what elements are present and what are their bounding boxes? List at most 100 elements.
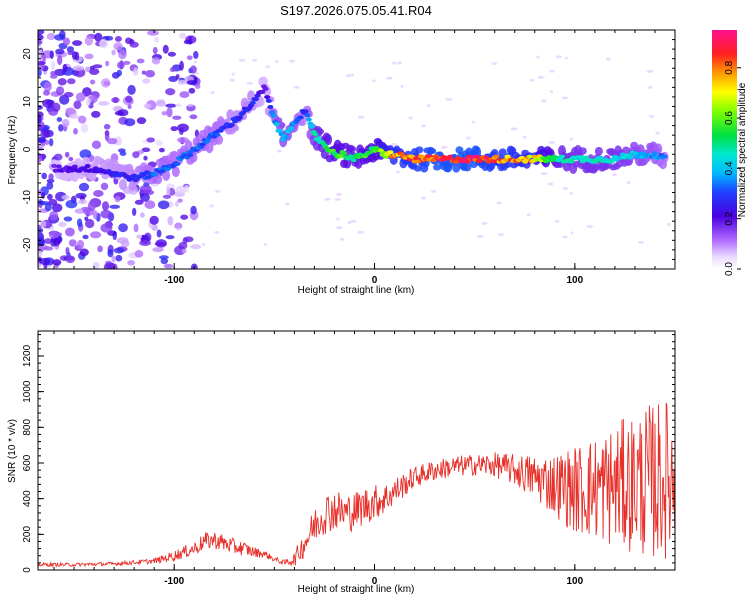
snr-x-tick-label: 0: [372, 576, 378, 587]
spectrogram-ridge-blob: [474, 154, 481, 159]
colorbar-ticks: 0.0 0.2 0.4 0.6 0.8: [724, 60, 741, 276]
spectrogram-noise-blob: [172, 115, 182, 120]
spectrogram-noise-blob: [84, 36, 93, 46]
spectrogram-noise-blob: [69, 113, 80, 120]
colorbar-tick-label: 0.0: [724, 262, 735, 276]
spectrogram-noise-blob: [82, 234, 89, 240]
spectrogram-noise-blob: [169, 67, 176, 73]
spectrogram-noise-blob: [471, 120, 476, 124]
spectrogram-halo-blob: [415, 146, 424, 154]
spectrogram-noise-blob: [562, 235, 568, 239]
spectrogram-noise-blob: [195, 84, 201, 89]
spectrogram-noise-blob: [334, 197, 342, 201]
spectrogram-noise-blob: [59, 30, 66, 40]
spectrogram-noise-blob: [285, 202, 290, 206]
spectrogram-noise-blob: [38, 249, 43, 257]
spectrogram-noise-blob: [80, 123, 89, 133]
spectrogram-noise-blob: [165, 235, 175, 240]
spectrogram-halo-blob: [348, 145, 357, 153]
spectrogram-noise-blob: [391, 142, 398, 146]
spectrogram-noise-blob: [166, 186, 171, 197]
spectrogram-noise-blob: [496, 201, 502, 205]
spectrogram-ridge-blob: [315, 136, 322, 141]
spectrogram-noise-blob: [157, 200, 170, 210]
spectrogram-noise-blob: [78, 182, 90, 192]
spectrogram-noise-blob: [77, 115, 87, 124]
spectrogram-halo-blob: [70, 171, 79, 182]
spectrogram-noise-blob: [52, 259, 62, 266]
spectrogram-noise-blob: [93, 190, 104, 197]
spectrogram-ridge-blob: [174, 162, 181, 167]
spectrogram-noise-blob: [336, 226, 343, 230]
spectrogram-noise-blob: [646, 69, 654, 73]
spectrogram-noise-blob: [246, 81, 254, 85]
spectrogram-noise-blob: [40, 128, 51, 139]
spectrogram-noise-blob: [115, 254, 123, 262]
spectrogram-ridge-blob: [151, 172, 158, 177]
spectrogram-ridge-blob: [240, 110, 247, 115]
spectrogram-ridge-blob: [214, 132, 221, 137]
spectrogram-ridge-blob: [84, 164, 91, 169]
spectrogram-noise-blob: [46, 181, 54, 190]
spectrogram-noise-blob: [522, 135, 527, 139]
spectrogram-noise-blob: [76, 218, 83, 228]
spectrogram-noise-blob: [147, 30, 159, 36]
spectrogram-noise-blob: [84, 53, 94, 60]
spectrogram-noise-blob: [145, 69, 156, 78]
spectrogram-noise-blob: [193, 60, 198, 64]
spectrogram-noise-blob: [289, 59, 295, 63]
spectrogram-noise-blob: [105, 35, 114, 41]
spectrogram-noise-blob: [87, 200, 96, 211]
spectrogram-ridge-blob: [262, 86, 269, 91]
spectrogram-noise-blob: [168, 75, 178, 82]
spectrogram-ridge-blob: [302, 109, 309, 114]
spectrogram-halo-blob: [433, 164, 442, 171]
spectrogram-noise-blob: [38, 47, 42, 53]
spectrogram-ridge-blob: [387, 150, 394, 155]
spectrogram-noise-blob: [113, 42, 123, 51]
spectrogram-ridge-blob: [627, 154, 634, 159]
spectrogram-ridge-blob: [268, 110, 275, 115]
spectrogram-noise-blob: [65, 227, 75, 237]
spectrogram-noise-blob: [72, 65, 85, 71]
spectrogram-noise-blob: [215, 189, 221, 193]
spectrogram-noise-blob: [339, 237, 345, 241]
spectrogram-noise-blob: [38, 105, 44, 110]
spectrogram-noise-blob: [160, 257, 169, 265]
spectrogram-ridge-blob: [283, 135, 290, 140]
spectrogram-ridge-blob: [51, 163, 58, 168]
spectrogram-noise-blob: [43, 81, 52, 92]
spectrogram-halo-blob: [205, 141, 214, 154]
snr-y-tick-label: 200: [22, 526, 33, 543]
spectrogram-halo-blob: [503, 161, 512, 169]
spectrogram-y-tick-label: 10: [22, 96, 33, 108]
spectrogram-noise-blob: [181, 248, 187, 254]
colorbar-tick-label: 0.6: [724, 111, 735, 125]
spectrogram-noise-blob: [92, 64, 103, 69]
spectrogram-noise-blob: [51, 203, 63, 213]
spectrogram-noise-blob: [491, 62, 498, 66]
spectrogram-ridge-blob: [651, 151, 658, 156]
spectrogram-noise-blob: [94, 32, 103, 42]
spectrogram-noise-blob: [400, 84, 404, 88]
spectrogram-ridge-blob: [164, 167, 171, 172]
spectrogram-ridge-blob: [305, 117, 312, 122]
spectrogram-y-tick-label: -20: [22, 237, 33, 252]
spectrogram-noise-blob: [177, 79, 188, 85]
spectrogram-noise-blob: [481, 221, 488, 225]
spectrogram-noise-blob: [177, 136, 189, 144]
spectrogram-ridge-blob: [661, 154, 668, 159]
spectrogram-noise-blob: [44, 238, 52, 245]
spectrogram-noise-blob: [141, 147, 151, 153]
spectrogram-noise-blob: [179, 91, 190, 99]
spectrogram-y-tick-label: 20: [22, 48, 33, 60]
spectrogram-ridge-blob: [304, 113, 311, 118]
spectrogram-noise-blob: [158, 255, 169, 260]
spectrogram-noise-blob: [263, 243, 268, 247]
spectrogram-noise-blob: [71, 51, 77, 60]
spectrogram-noise-blob: [187, 103, 194, 107]
spectrogram-noise-blob: [195, 72, 200, 76]
